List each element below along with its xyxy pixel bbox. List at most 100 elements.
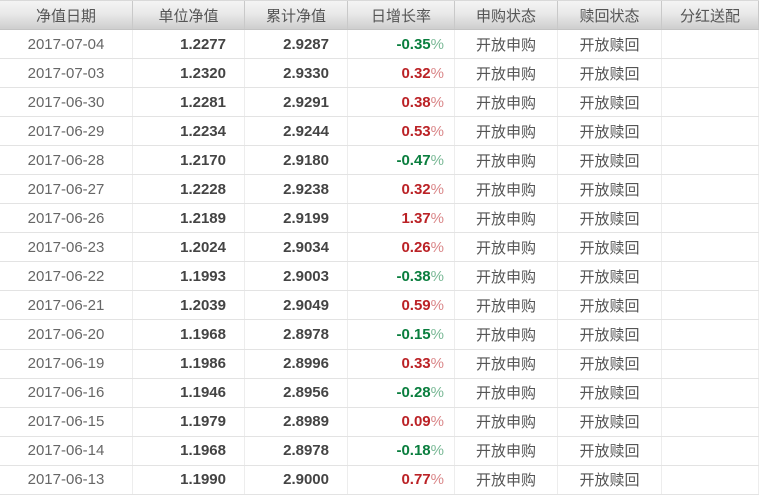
cell-daily-growth-rate: 0.33% [348, 349, 455, 378]
cell-daily-growth-rate: -0.47% [348, 146, 455, 175]
cell-dividend [662, 117, 759, 146]
cell-redeem-status: 开放赎回 [558, 59, 662, 88]
table-body: 2017-07-04 1.2277 2.9287 -0.35% 开放申购 开放赎… [0, 30, 759, 495]
cell-dividend [662, 291, 759, 320]
cell-unit-nav: 1.1986 [133, 349, 245, 378]
table-row: 2017-07-04 1.2277 2.9287 -0.35% 开放申购 开放赎… [0, 30, 759, 60]
cell-unit-nav: 1.2189 [133, 204, 245, 233]
percent-sign: % [430, 325, 444, 343]
cell-daily-growth-rate: 0.59% [348, 291, 455, 320]
cell-nav-date: 2017-06-19 [0, 349, 133, 378]
cell-purchase-status: 开放申购 [455, 146, 558, 175]
cell-daily-growth-rate: -0.28% [348, 378, 455, 407]
table-row: 2017-06-22 1.1993 2.9003 -0.38% 开放申购 开放赎… [0, 262, 759, 292]
cell-redeem-status: 开放赎回 [558, 465, 662, 494]
cell-purchase-status: 开放申购 [455, 262, 558, 291]
cell-daily-growth-rate: 0.09% [348, 407, 455, 436]
table-row: 2017-06-21 1.2039 2.9049 0.59% 开放申购 开放赎回 [0, 291, 759, 321]
cell-accumulated-nav: 2.8978 [245, 436, 348, 465]
cell-accumulated-nav: 2.8996 [245, 349, 348, 378]
column-header-daily-growth-rate: 日增长率 [348, 1, 455, 29]
growth-value: -0.15 [396, 325, 431, 343]
percent-sign: % [430, 384, 444, 402]
cell-redeem-status: 开放赎回 [558, 349, 662, 378]
cell-nav-date: 2017-06-16 [0, 378, 133, 407]
percent-sign: % [430, 296, 444, 314]
cell-accumulated-nav: 2.8989 [245, 407, 348, 436]
cell-dividend [662, 407, 759, 436]
cell-unit-nav: 1.1968 [133, 436, 245, 465]
cell-unit-nav: 1.2024 [133, 233, 245, 262]
cell-redeem-status: 开放赎回 [558, 407, 662, 436]
cell-dividend [662, 30, 759, 59]
cell-redeem-status: 开放赎回 [558, 262, 662, 291]
cell-purchase-status: 开放申购 [455, 320, 558, 349]
percent-sign: % [430, 64, 444, 82]
cell-purchase-status: 开放申购 [455, 291, 558, 320]
cell-redeem-status: 开放赎回 [558, 146, 662, 175]
table-row: 2017-06-28 1.2170 2.9180 -0.47% 开放申购 开放赎… [0, 146, 759, 176]
cell-accumulated-nav: 2.9199 [245, 204, 348, 233]
cell-daily-growth-rate: -0.35% [348, 30, 455, 59]
cell-purchase-status: 开放申购 [455, 117, 558, 146]
cell-redeem-status: 开放赎回 [558, 117, 662, 146]
growth-value: 0.09 [401, 413, 431, 431]
table-row: 2017-06-23 1.2024 2.9034 0.26% 开放申购 开放赎回 [0, 233, 759, 263]
cell-daily-growth-rate: -0.18% [348, 436, 455, 465]
growth-value: -0.47 [396, 151, 431, 169]
cell-purchase-status: 开放申购 [455, 465, 558, 494]
table-header-row: 净值日期 单位净值 累计净值 日增长率 申购状态 赎回状态 分红送配 [0, 0, 759, 30]
percent-sign: % [430, 442, 444, 460]
percent-sign: % [430, 209, 444, 227]
percent-sign: % [430, 413, 444, 431]
cell-accumulated-nav: 2.9049 [245, 291, 348, 320]
cell-accumulated-nav: 2.9244 [245, 117, 348, 146]
cell-redeem-status: 开放赎回 [558, 378, 662, 407]
growth-value: -0.28 [396, 384, 431, 402]
cell-redeem-status: 开放赎回 [558, 291, 662, 320]
cell-purchase-status: 开放申购 [455, 378, 558, 407]
cell-dividend [662, 349, 759, 378]
cell-dividend [662, 88, 759, 117]
growth-value: 0.59 [401, 296, 431, 314]
cell-redeem-status: 开放赎回 [558, 204, 662, 233]
cell-nav-date: 2017-07-04 [0, 30, 133, 59]
cell-accumulated-nav: 2.8956 [245, 378, 348, 407]
cell-nav-date: 2017-06-15 [0, 407, 133, 436]
growth-value: 0.32 [401, 64, 431, 82]
cell-redeem-status: 开放赎回 [558, 88, 662, 117]
cell-unit-nav: 1.2234 [133, 117, 245, 146]
cell-accumulated-nav: 2.9291 [245, 88, 348, 117]
growth-value: 1.37 [401, 209, 431, 227]
cell-redeem-status: 开放赎回 [558, 30, 662, 59]
cell-dividend [662, 146, 759, 175]
cell-unit-nav: 1.2320 [133, 59, 245, 88]
cell-dividend [662, 378, 759, 407]
growth-value: 0.77 [401, 471, 431, 489]
percent-sign: % [430, 122, 444, 140]
cell-dividend [662, 262, 759, 291]
growth-value: 0.33 [401, 355, 431, 373]
percent-sign: % [430, 267, 444, 285]
table-row: 2017-07-03 1.2320 2.9330 0.32% 开放申购 开放赎回 [0, 59, 759, 89]
cell-nav-date: 2017-06-30 [0, 88, 133, 117]
cell-accumulated-nav: 2.8978 [245, 320, 348, 349]
cell-nav-date: 2017-06-22 [0, 262, 133, 291]
table-row: 2017-06-15 1.1979 2.8989 0.09% 开放申购 开放赎回 [0, 407, 759, 437]
column-header-unit-nav: 单位净值 [133, 1, 245, 29]
cell-accumulated-nav: 2.9287 [245, 30, 348, 59]
cell-dividend [662, 59, 759, 88]
growth-value: -0.38 [396, 267, 431, 285]
cell-unit-nav: 1.1993 [133, 262, 245, 291]
cell-dividend [662, 436, 759, 465]
cell-unit-nav: 1.2228 [133, 175, 245, 204]
table-row: 2017-06-20 1.1968 2.8978 -0.15% 开放申购 开放赎… [0, 320, 759, 350]
table-row: 2017-06-27 1.2228 2.9238 0.32% 开放申购 开放赎回 [0, 175, 759, 205]
cell-daily-growth-rate: 0.77% [348, 465, 455, 494]
cell-purchase-status: 开放申购 [455, 436, 558, 465]
cell-nav-date: 2017-06-20 [0, 320, 133, 349]
cell-daily-growth-rate: 0.26% [348, 233, 455, 262]
cell-dividend [662, 233, 759, 262]
cell-nav-date: 2017-06-13 [0, 465, 133, 494]
cell-accumulated-nav: 2.9180 [245, 146, 348, 175]
